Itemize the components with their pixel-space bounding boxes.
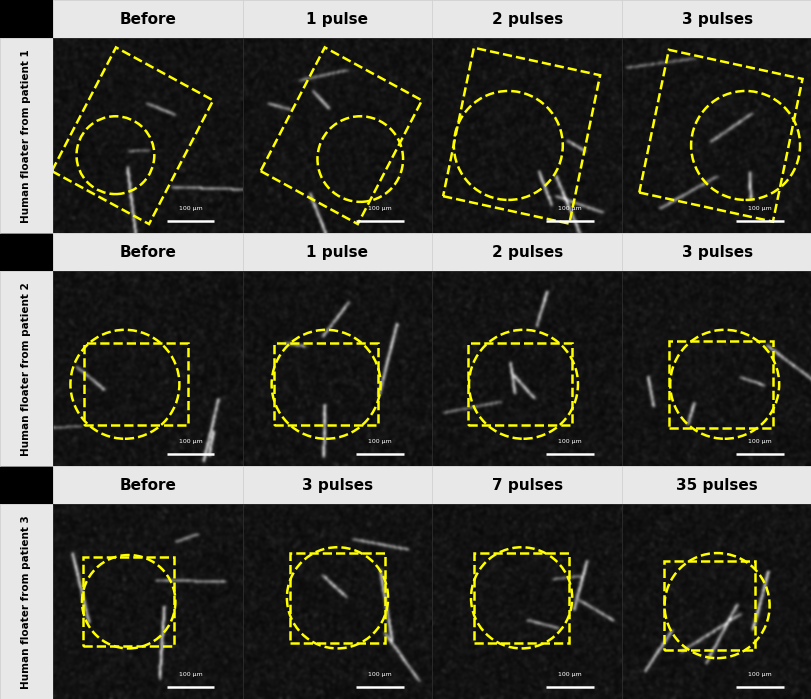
Text: Before: Before bbox=[119, 477, 176, 493]
Text: 100 μm: 100 μm bbox=[747, 672, 770, 677]
Text: 2 pulses: 2 pulses bbox=[491, 12, 562, 27]
Text: 3 pulses: 3 pulses bbox=[680, 12, 752, 27]
Text: 100 μm: 100 μm bbox=[368, 206, 392, 210]
Text: 100 μm: 100 μm bbox=[747, 439, 770, 444]
Text: 3 pulses: 3 pulses bbox=[302, 477, 372, 493]
Text: 100 μm: 100 μm bbox=[178, 672, 202, 677]
Text: 35 pulses: 35 pulses bbox=[676, 477, 757, 493]
Text: 1 pulse: 1 pulse bbox=[306, 12, 368, 27]
Text: 100 μm: 100 μm bbox=[557, 439, 581, 444]
Text: 100 μm: 100 μm bbox=[557, 206, 581, 210]
Text: Human floater from patient 1: Human floater from patient 1 bbox=[21, 49, 32, 222]
Text: 100 μm: 100 μm bbox=[368, 672, 392, 677]
Text: 100 μm: 100 μm bbox=[368, 439, 392, 444]
Text: 2 pulses: 2 pulses bbox=[491, 245, 562, 260]
Text: 100 μm: 100 μm bbox=[747, 206, 770, 210]
Text: Human floater from patient 3: Human floater from patient 3 bbox=[21, 515, 32, 689]
Text: 100 μm: 100 μm bbox=[557, 672, 581, 677]
Text: 7 pulses: 7 pulses bbox=[491, 477, 562, 493]
Text: Human floater from patient 2: Human floater from patient 2 bbox=[21, 282, 32, 456]
Text: Before: Before bbox=[119, 12, 176, 27]
Text: 100 μm: 100 μm bbox=[178, 439, 202, 444]
Text: Before: Before bbox=[119, 245, 176, 260]
Text: 3 pulses: 3 pulses bbox=[680, 245, 752, 260]
Text: 1 pulse: 1 pulse bbox=[306, 245, 368, 260]
Text: 100 μm: 100 μm bbox=[178, 206, 202, 210]
